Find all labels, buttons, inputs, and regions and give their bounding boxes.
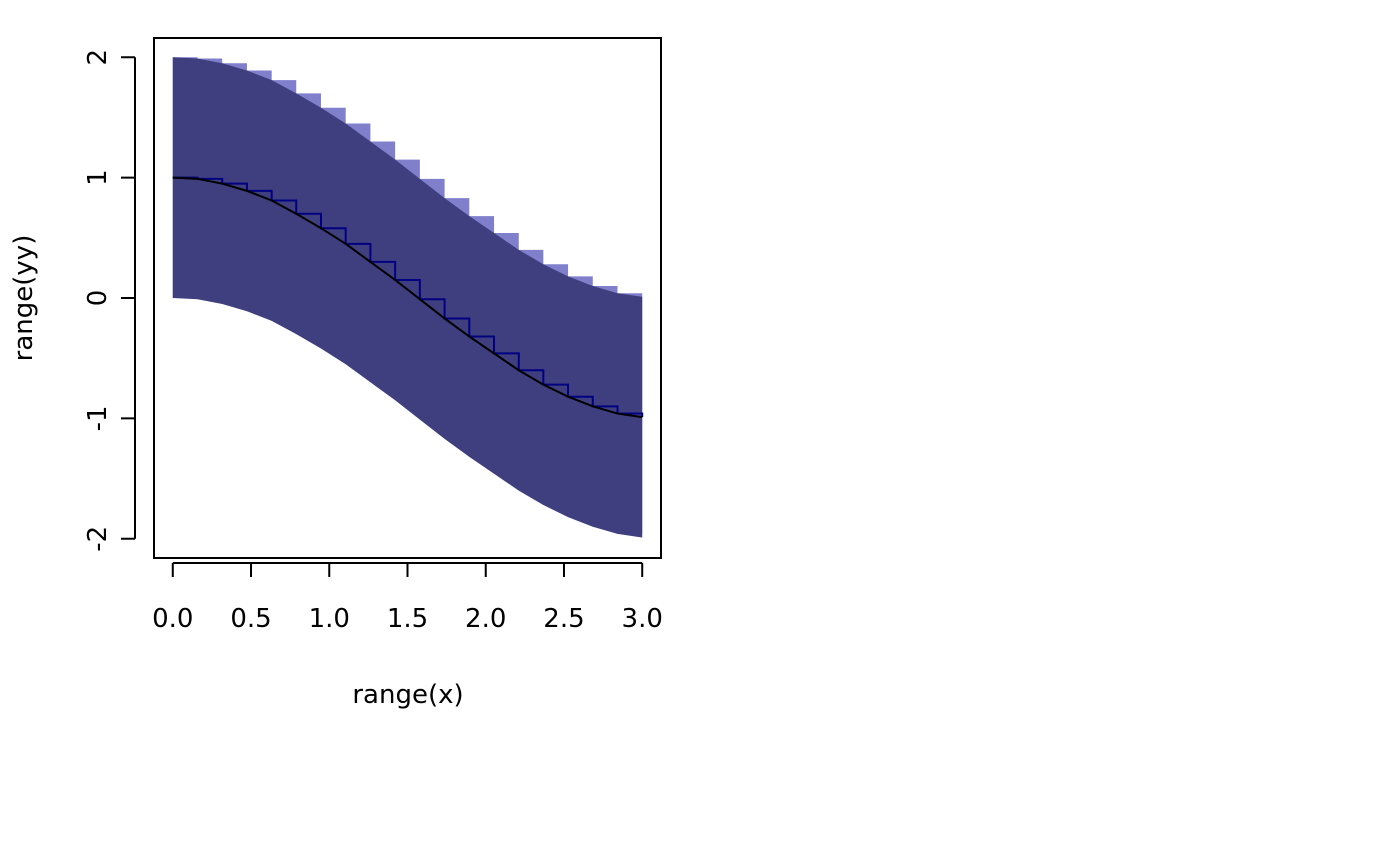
y-tick-label: 0 — [83, 290, 113, 307]
y-tick-label: -1 — [83, 405, 113, 431]
y-tick-label: -2 — [83, 526, 113, 552]
y-tick-label: 1 — [83, 169, 113, 186]
x-axis-title: range(x) — [352, 680, 463, 710]
center-step-line — [172, 176, 644, 418]
plot-frame — [153, 37, 662, 559]
band-area — [172, 57, 643, 538]
x-tick-label: 0.5 — [230, 604, 271, 634]
x-tick-label: 3.0 — [622, 604, 663, 634]
x-tick-label: 2.5 — [543, 604, 584, 634]
y-tick-label: 2 — [83, 49, 113, 66]
center-line — [172, 176, 643, 419]
x-tick-label: 1.0 — [309, 604, 350, 634]
y-axis-title: range(yy) — [9, 235, 39, 362]
x-tick-label: 1.5 — [387, 604, 428, 634]
x-tick-label: 2.0 — [465, 604, 506, 634]
x-tick-label: 0.0 — [152, 604, 193, 634]
